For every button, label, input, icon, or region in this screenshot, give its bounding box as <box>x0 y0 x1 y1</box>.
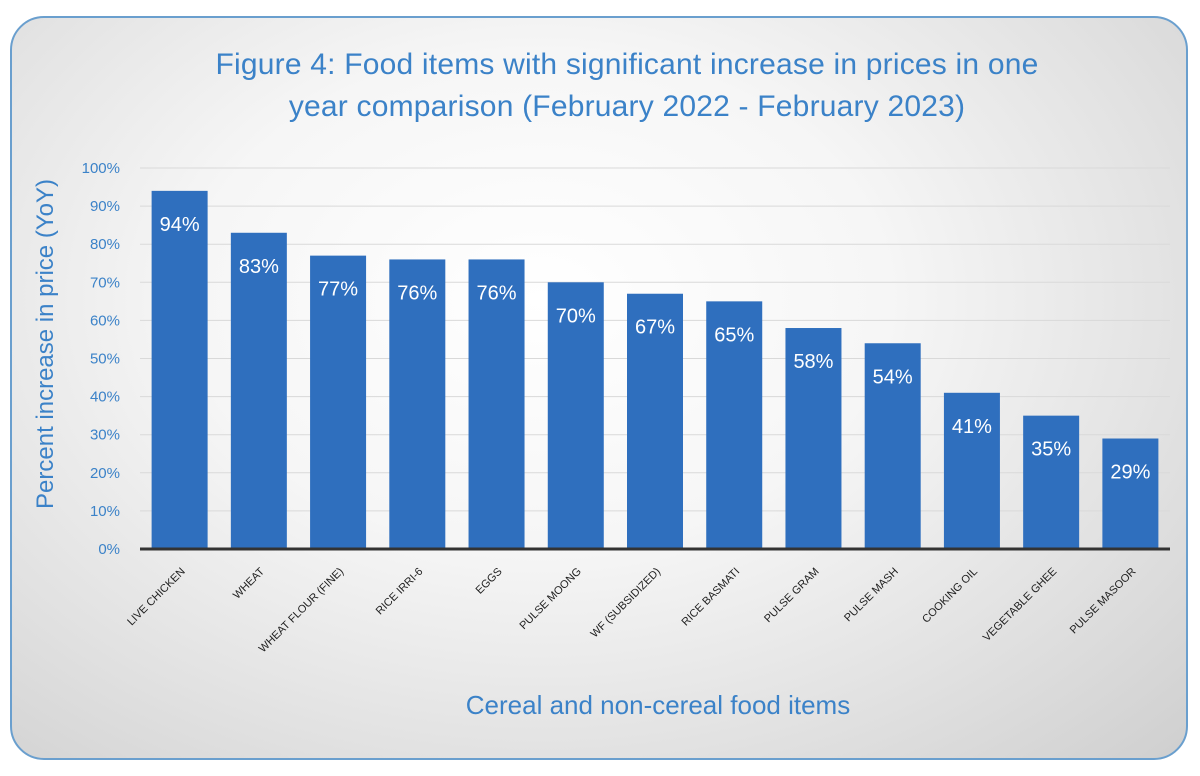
data-label: 76% <box>477 282 517 304</box>
y-tick-label: 50% <box>90 351 120 368</box>
bar <box>864 343 921 549</box>
bar <box>389 259 446 549</box>
x-tick-label: PULSE GRAM <box>762 566 821 625</box>
y-tick-label: 100% <box>82 160 120 177</box>
bar <box>547 282 604 549</box>
data-label: 83% <box>239 256 279 278</box>
data-label: 67% <box>635 317 675 339</box>
data-label: 58% <box>793 351 833 373</box>
y-tick-label: 20% <box>90 465 120 482</box>
data-label: 94% <box>160 214 200 236</box>
bar <box>943 392 1000 549</box>
x-tick-label: RICE BASMATI <box>680 566 743 629</box>
data-label: 70% <box>556 305 596 327</box>
x-tick-label: COOKING OIL <box>920 566 980 626</box>
y-tick-label: 90% <box>90 198 120 215</box>
bar <box>1023 415 1080 549</box>
x-tick-label: PULSE MASH <box>842 566 901 625</box>
bar <box>706 301 763 549</box>
y-tick-label: 10% <box>90 503 120 520</box>
x-tick-label: VEGETABLE GHEE <box>981 566 1059 644</box>
chart-title-line-2: year comparison (February 2022 - Februar… <box>288 90 966 123</box>
x-tick-label: EGGS <box>474 566 505 597</box>
bar <box>785 328 842 549</box>
x-tick-label: WHEAT <box>231 565 267 601</box>
y-tick-label: 80% <box>90 236 120 253</box>
y-tick-label: 70% <box>90 274 120 291</box>
data-label: 35% <box>1031 439 1071 461</box>
bar <box>230 232 287 549</box>
chart-title: Figure 4: Food items with significant in… <box>120 44 1134 128</box>
data-label: 54% <box>873 366 913 388</box>
x-tick-label: WF (SUBSIDIZED) <box>589 566 664 641</box>
bar <box>151 190 208 550</box>
chart-title-line-1: Figure 4: Food items with significant in… <box>215 48 1039 81</box>
y-tick-label: 40% <box>90 389 120 406</box>
x-axis-label: Cereal and non-cereal food items <box>465 690 851 720</box>
data-label: 77% <box>318 279 358 301</box>
x-tick-label: WHEAT FLOUR (FINE) <box>257 566 346 655</box>
y-tick-label: 0% <box>98 541 120 558</box>
x-tick-label: PULSE MASOOR <box>1068 566 1139 637</box>
data-label: 65% <box>714 324 754 346</box>
x-tick-label: PULSE MOONG <box>517 566 583 632</box>
bar <box>468 259 525 549</box>
bar <box>627 293 683 549</box>
bar <box>310 255 367 549</box>
data-label: 29% <box>1110 462 1150 484</box>
data-label: 41% <box>952 416 992 438</box>
y-tick-label: 60% <box>90 312 120 329</box>
x-tick-label: RICE IRRI-6 <box>374 566 426 618</box>
x-tick-label: LIVE CHICKEN <box>125 566 188 629</box>
y-tick-label: 30% <box>90 427 120 444</box>
bar <box>1102 438 1159 549</box>
data-label: 76% <box>397 282 437 304</box>
